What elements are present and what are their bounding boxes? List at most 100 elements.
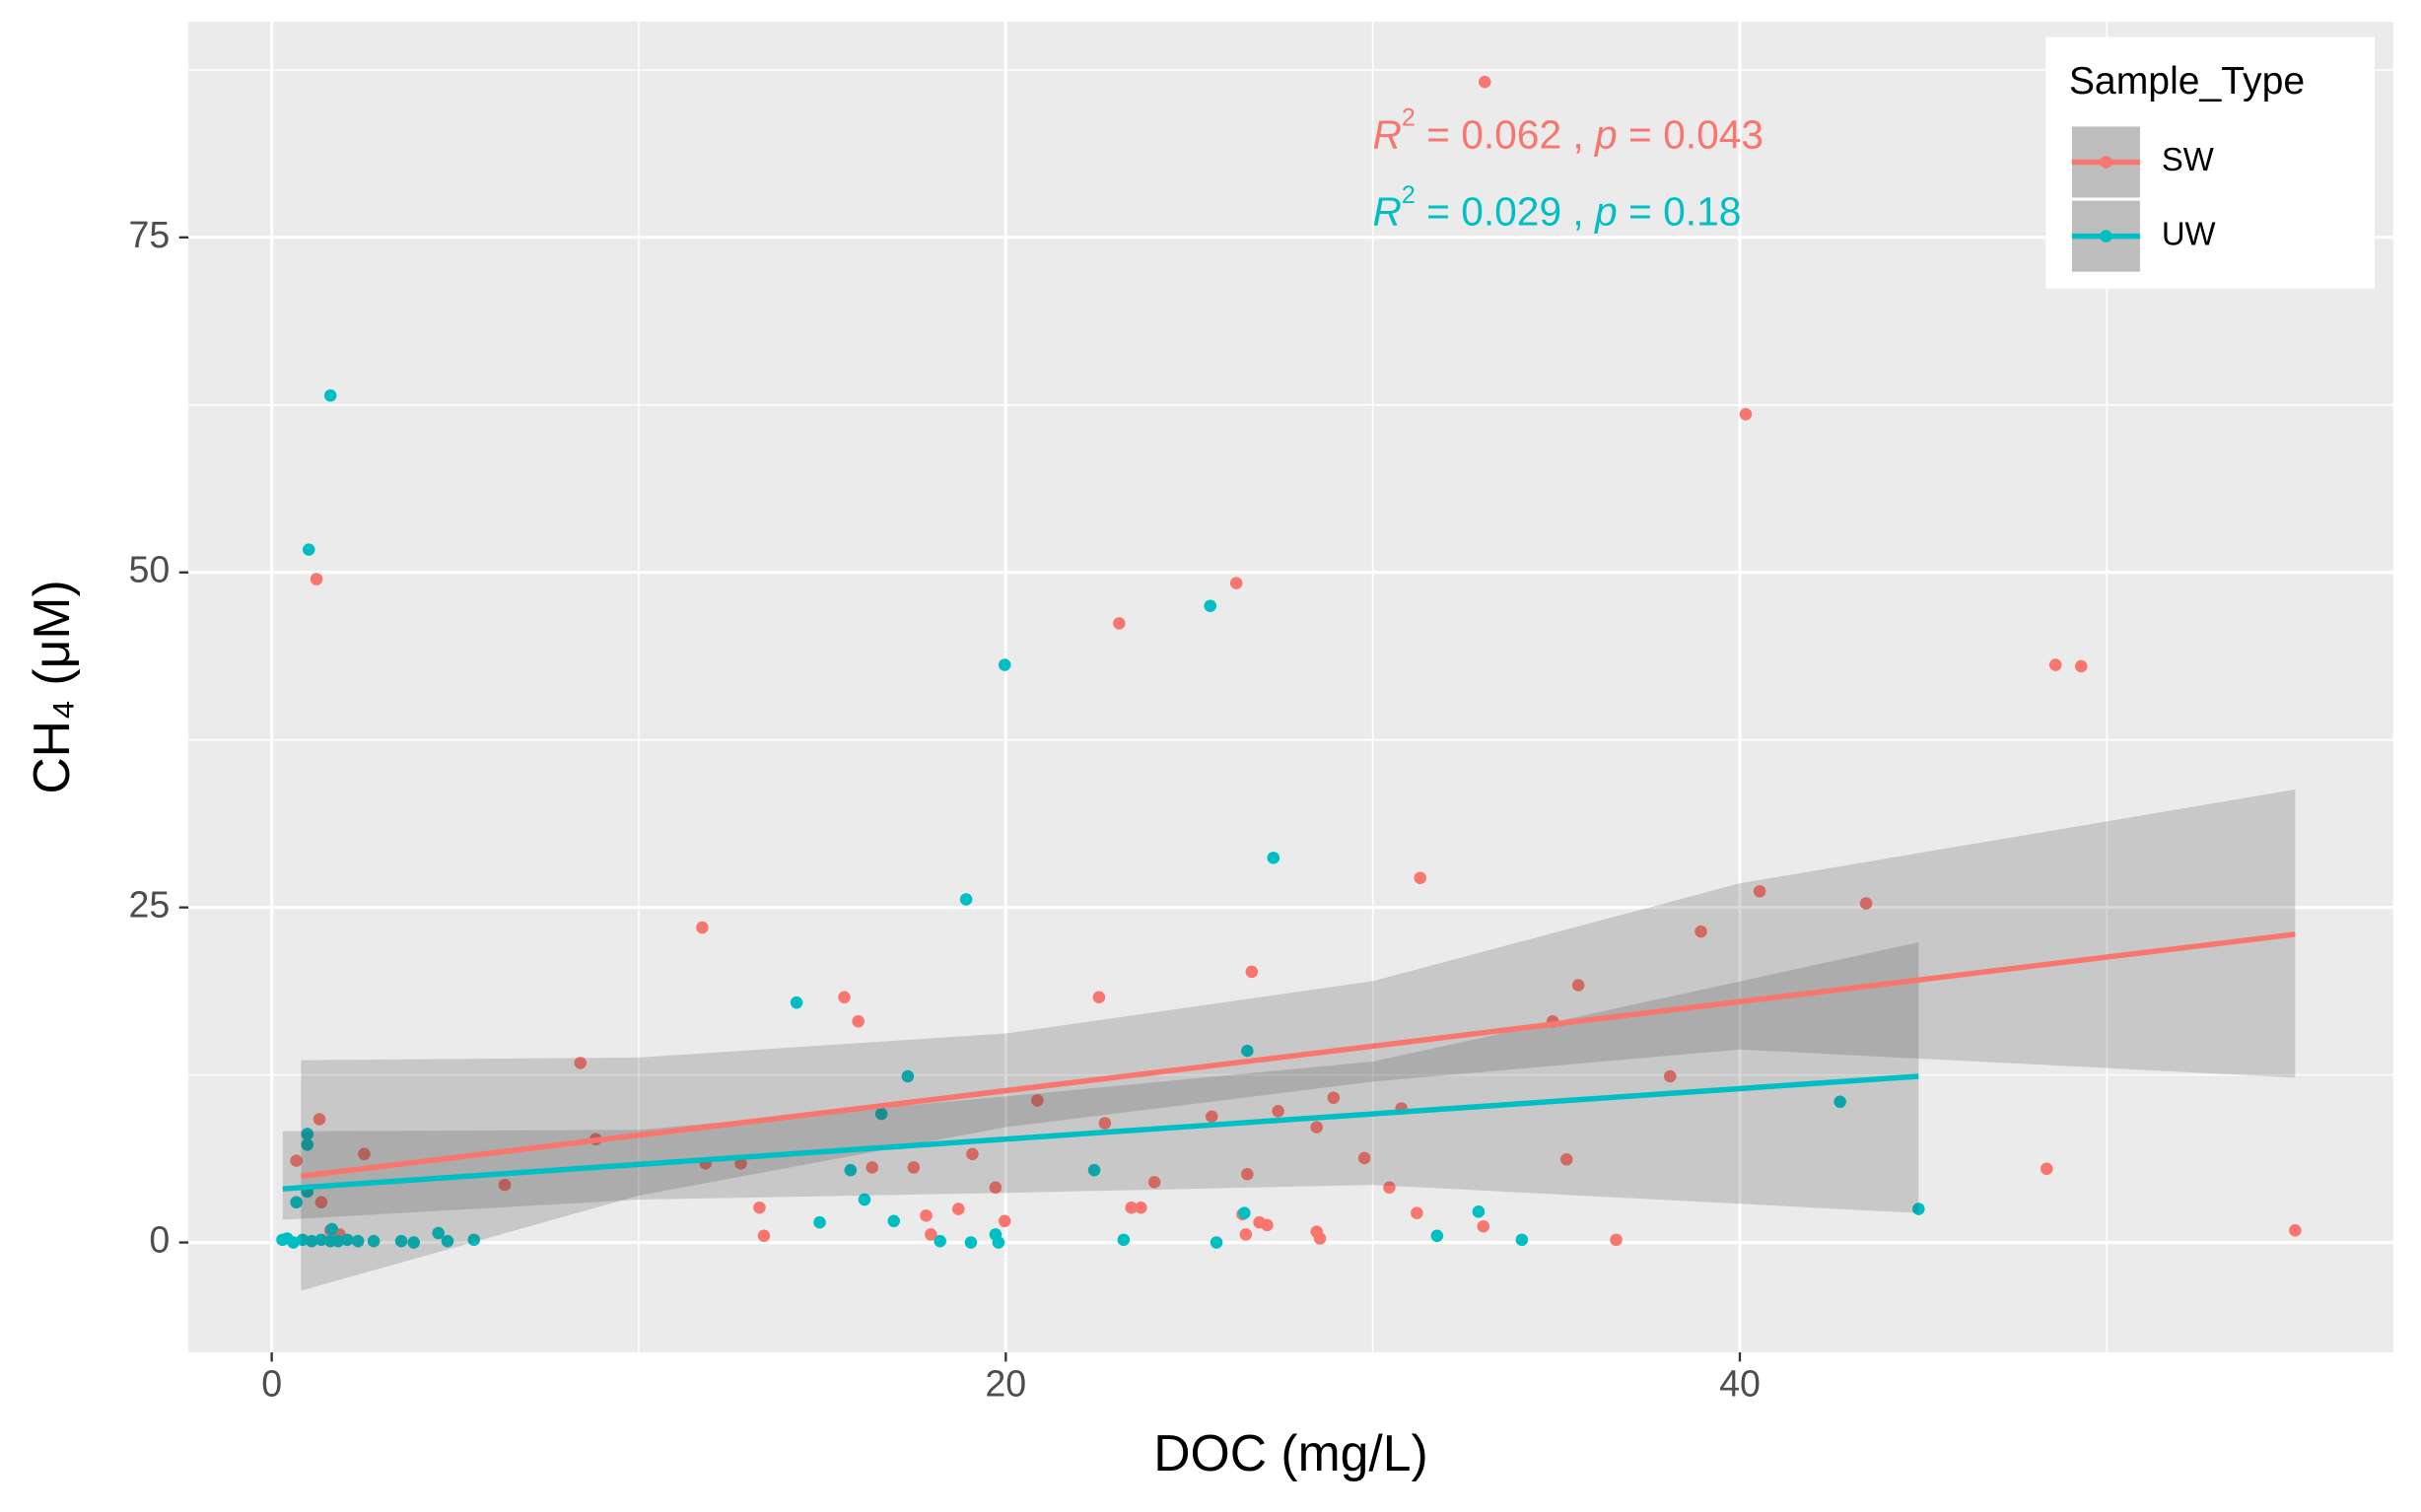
data-point [290, 1196, 303, 1209]
data-point [1515, 1233, 1529, 1247]
data-point [952, 1203, 965, 1215]
data-point [1135, 1201, 1147, 1214]
data-point [296, 1233, 310, 1247]
stat-annotation: R2 = 0.029 , p = 0.18 [1372, 181, 1741, 235]
confidence-band [282, 941, 1919, 1220]
data-point [312, 1113, 326, 1126]
data-point [1411, 1206, 1423, 1219]
data-point [2041, 1162, 2053, 1176]
data-point [498, 1178, 512, 1192]
data-point [1229, 577, 1243, 589]
data-point [887, 1214, 901, 1228]
data-point [1313, 1232, 1327, 1245]
data-point [989, 1228, 1003, 1241]
data-point [934, 1234, 946, 1248]
data-point [1238, 1206, 1251, 1219]
data-point [1327, 1091, 1341, 1104]
data-point [989, 1181, 1003, 1195]
data-point [314, 1233, 328, 1247]
data-point [331, 1234, 345, 1248]
data-point [1267, 852, 1280, 864]
legend-label: SW [2162, 141, 2214, 177]
data-point [407, 1236, 421, 1249]
data-point [1210, 1236, 1223, 1249]
data-point [341, 1233, 354, 1247]
data-point [1833, 1095, 1846, 1109]
data-point [1205, 1110, 1218, 1124]
stat-part: p [1593, 111, 1618, 157]
data-point [1147, 1176, 1161, 1189]
data-point [1031, 1094, 1044, 1107]
data-point [852, 1014, 865, 1028]
data-point [394, 1234, 408, 1248]
data-point [696, 921, 709, 934]
y-tick-label: 25 [129, 884, 171, 926]
data-point [1245, 965, 1259, 979]
y-axis-title: CH₄ (μM) [23, 580, 80, 793]
stat-part: 2 [1402, 103, 1416, 131]
y-tick-label: 75 [129, 214, 171, 255]
data-point [2048, 658, 2062, 671]
data-point [964, 1236, 978, 1249]
x-tick-label: 0 [261, 1362, 282, 1404]
data-point [1739, 408, 1753, 421]
data-point [998, 658, 1011, 671]
data-point [432, 1226, 445, 1240]
data-point [351, 1234, 365, 1248]
x-tick-label: 40 [1719, 1362, 1761, 1404]
data-point [1859, 897, 1873, 910]
data-point [1912, 1203, 1925, 1215]
legend-key-point [2100, 230, 2112, 242]
data-point [907, 1161, 921, 1174]
confidence-band [301, 790, 2296, 1291]
data-point [358, 1147, 371, 1161]
data-point [1559, 1152, 1573, 1166]
stat-part: = 0.062 , [1416, 111, 1595, 157]
regression-line [282, 1073, 1919, 1192]
stat-part: 2 [1402, 181, 1416, 209]
x-tick-label: 20 [985, 1362, 1026, 1404]
stat-part: = 0.18 [1618, 188, 1742, 234]
data-point [790, 996, 803, 1009]
data-point [1241, 1044, 1254, 1058]
data-point [367, 1234, 380, 1248]
data-point [1383, 1181, 1396, 1195]
legend-label: UW [2162, 215, 2216, 251]
data-point [1695, 925, 1707, 938]
data-point [2289, 1224, 2302, 1237]
data-point [1478, 75, 1491, 89]
data-point [757, 1229, 771, 1243]
data-point [310, 573, 323, 585]
data-point [2075, 659, 2088, 673]
data-point [1098, 1117, 1112, 1130]
data-point [467, 1233, 481, 1247]
x-axis-title: DOC (mg/L) [1153, 1424, 1427, 1481]
data-point [323, 389, 337, 402]
stat-part: R [1372, 111, 1401, 157]
stat-annotation: R2 = 0.062 , p = 0.043 [1372, 103, 1764, 157]
stat-part: p [1593, 188, 1618, 234]
data-point [1430, 1229, 1444, 1243]
data-point [314, 1196, 328, 1209]
data-point [1239, 1228, 1253, 1241]
data-point [959, 893, 973, 906]
data-point [574, 1057, 588, 1069]
legend-title: Sample_Type [2069, 60, 2305, 103]
data-point [1241, 1167, 1254, 1181]
stat-part: = 0.029 , [1416, 188, 1595, 234]
data-point [1113, 617, 1126, 630]
data-point [1753, 885, 1766, 898]
data-point [844, 1163, 858, 1177]
data-point [734, 1157, 747, 1170]
data-point [865, 1161, 879, 1174]
data-point [1571, 979, 1585, 992]
stat-part: R [1372, 188, 1401, 234]
plot-panel [188, 21, 2393, 1353]
data-point [1663, 1069, 1677, 1083]
data-point [1117, 1233, 1131, 1247]
data-point [1472, 1205, 1486, 1218]
data-point [838, 991, 851, 1004]
stat-part: = 0.043 [1618, 111, 1764, 157]
